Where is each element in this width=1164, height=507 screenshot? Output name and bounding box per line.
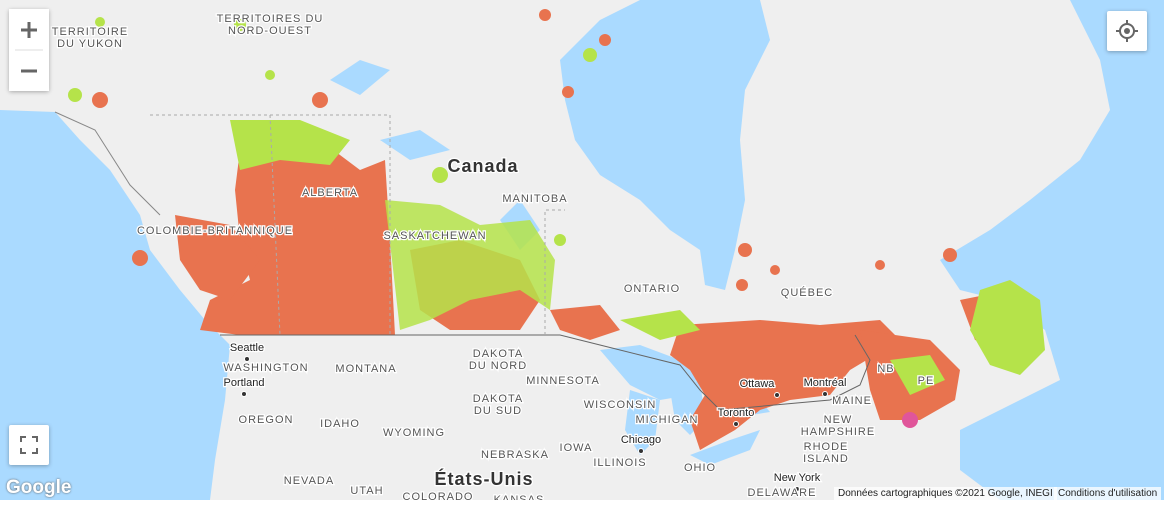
region-label: ALBERTA — [302, 187, 358, 199]
region-label: MANITOBA — [502, 193, 567, 205]
my-location-button[interactable] — [1107, 11, 1147, 51]
city-label: Chicago — [621, 434, 661, 446]
city-label: Montréal — [804, 377, 847, 389]
region-label: TERRITOIRE — [52, 26, 128, 38]
region-label: SASKATCHEWAN — [383, 230, 486, 242]
region-label: PE — [918, 375, 935, 387]
city-dot — [638, 448, 644, 454]
attribution: Données cartographiques ©2021 Google, IN… — [834, 487, 1057, 500]
region-label: DU NORD — [469, 360, 527, 372]
city-label: New York — [774, 472, 821, 484]
region-label: RHODE — [804, 441, 849, 453]
region-label: MINNESOTA — [526, 375, 600, 387]
city-dot — [733, 421, 739, 427]
fullscreen-button[interactable] — [9, 425, 49, 465]
region-label: DU YUKON — [57, 38, 123, 50]
country-label: Canada — [447, 156, 518, 176]
region-label: WISCONSIN — [584, 399, 657, 411]
region-label: NEVADA — [284, 475, 334, 487]
region-label: ISLAND — [803, 453, 849, 465]
region-label: DELAWARE — [748, 487, 817, 499]
region-label: HAMPSHIRE — [801, 426, 875, 438]
city-dot — [241, 391, 247, 397]
borders — [54, 111, 871, 411]
region-label: MONTANA — [335, 363, 396, 375]
region-label: WASHINGTON — [223, 362, 308, 374]
region-label: COLORADO — [403, 491, 474, 500]
region-label: MICHIGAN — [636, 414, 699, 426]
region-label: OREGON — [239, 414, 294, 426]
region-label: NB — [877, 363, 894, 375]
fullscreen-icon — [20, 436, 38, 454]
city-label: Portland — [224, 377, 265, 389]
region-label: DU SUD — [474, 405, 522, 417]
zoom-out-button[interactable] — [9, 51, 49, 91]
zoom-in-button[interactable] — [9, 9, 49, 50]
region-label: NEBRASKA — [481, 449, 549, 461]
zoom-controls — [9, 9, 49, 91]
coverage-3g — [230, 120, 1045, 395]
region-label: NORD-OUEST — [228, 25, 312, 37]
region-label: TERRITOIRES DU — [217, 13, 324, 25]
city-dot — [244, 356, 250, 362]
city-label: Seattle — [230, 342, 264, 354]
region-label: ONTARIO — [624, 283, 680, 295]
google-logo: Google — [6, 477, 72, 498]
region-label: NEW — [824, 414, 853, 426]
region-label: DAKOTA — [473, 348, 523, 360]
city-dot — [822, 391, 828, 397]
city-label: Toronto — [718, 407, 755, 419]
region-label: COLOMBIE-BRITANNIQUE — [137, 225, 293, 237]
region-label: OHIO — [684, 462, 716, 474]
location-icon — [1116, 20, 1138, 42]
region-label: WYOMING — [383, 427, 445, 439]
city-dot — [774, 392, 780, 398]
city-dot — [794, 486, 800, 492]
region-label: MAINE — [832, 395, 872, 407]
region-label: IOWA — [560, 442, 593, 454]
region-label: KANSAS — [494, 494, 545, 500]
coverage-spots — [68, 9, 957, 428]
zoom-icons — [9, 9, 49, 91]
region-label: DAKOTA — [473, 393, 523, 405]
region-label: UTAH — [350, 485, 383, 497]
country-label: États-Unis — [434, 468, 533, 489]
region-label: ILLINOIS — [593, 457, 646, 469]
terms-link[interactable]: Conditions d'utilisation — [1054, 487, 1162, 500]
region-label: QUÉBEC — [781, 286, 833, 299]
region-label: IDAHO — [320, 418, 360, 430]
city-label: Ottawa — [740, 378, 776, 390]
